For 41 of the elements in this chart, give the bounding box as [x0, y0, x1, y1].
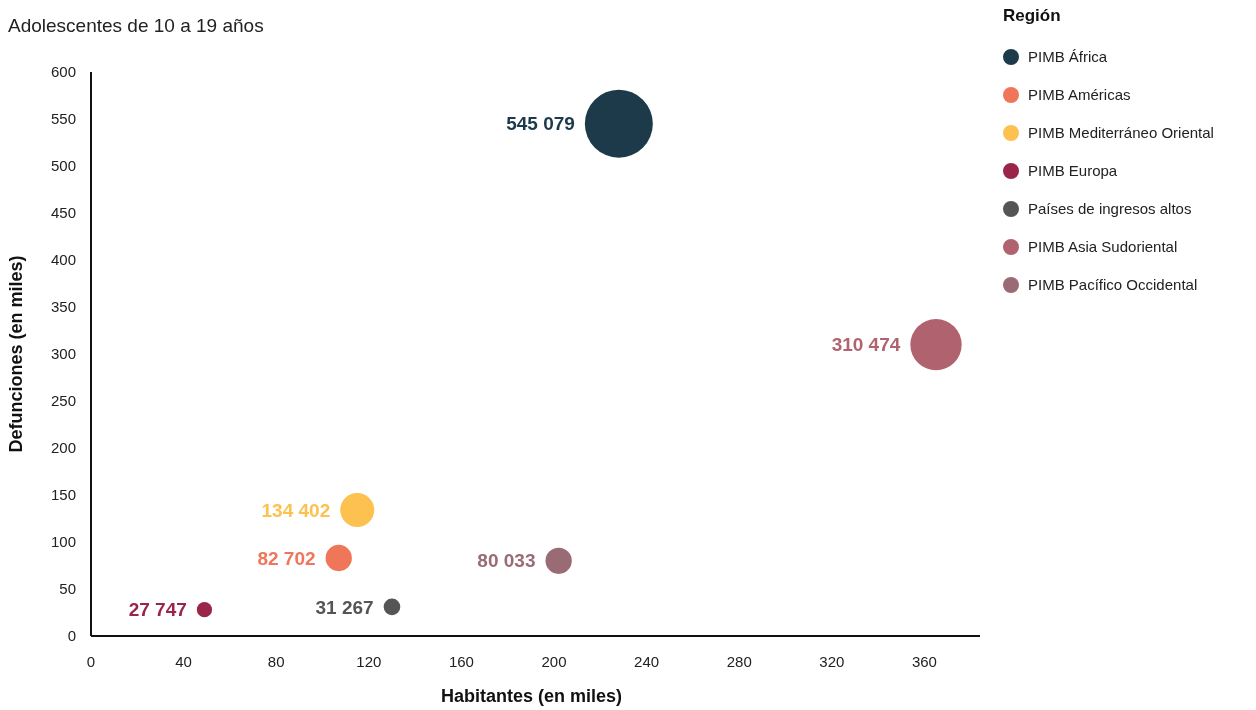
x-tick-label: 120	[356, 653, 382, 670]
annotation: 310 474	[831, 334, 901, 356]
x-tick-label: 0	[86, 653, 96, 670]
y-tick-label: 200	[50, 439, 76, 457]
y-tick-label: 350	[50, 298, 76, 316]
y-tick-label: 300	[50, 345, 76, 363]
legend-label: Países de ingresos altos	[1028, 200, 1192, 218]
y-tick-label: 0	[67, 627, 76, 645]
annotation: 27 747	[128, 599, 187, 621]
legend-label: PIMB Europa	[1028, 162, 1118, 180]
annotation: 545 079	[506, 113, 575, 135]
chart-title: Adolescentes de 10 a 19 años	[8, 15, 264, 36]
y-tick-label: 450	[50, 204, 76, 222]
y-tick-label: 50	[59, 580, 76, 598]
legend-label: PIMB Américas	[1028, 86, 1131, 104]
y-tick-label: 400	[50, 251, 76, 269]
x-axis-title: Habitantes (en miles)	[440, 686, 623, 706]
x-tick-label: 320	[819, 653, 845, 670]
y-tick-label: 250	[50, 392, 76, 410]
legend-label: PIMB Pacífico Occidental	[1028, 276, 1198, 294]
legend-label: PIMB Asia Sudoriental	[1028, 238, 1178, 256]
x-tick-label: 360	[911, 653, 937, 670]
annotation: 80 033	[477, 550, 536, 572]
x-tick-label: 160	[448, 653, 474, 670]
x-tick-label: 240	[634, 653, 660, 670]
annotation: 134 402	[261, 499, 331, 521]
y-tick-label: 150	[50, 486, 76, 504]
annotation: 31 267	[315, 596, 374, 618]
x-tick-label: 80	[267, 653, 285, 670]
annotation: 82 702	[257, 547, 316, 569]
y-tick-label: 550	[50, 110, 76, 128]
x-tick-label: 40	[175, 653, 192, 670]
y-axis-title: Defunciones (en miles)	[6, 255, 26, 453]
y-tick-label: 500	[50, 157, 76, 175]
x-tick-label: 200	[541, 653, 567, 670]
legend-title: Región	[1003, 6, 1061, 25]
x-tick-label: 280	[726, 653, 752, 670]
y-tick-label: 600	[50, 63, 76, 81]
y-tick-label: 100	[50, 533, 76, 551]
legend-label: PIMB África	[1028, 48, 1108, 66]
legend-label: PIMB Mediterráneo Oriental	[1028, 124, 1214, 142]
